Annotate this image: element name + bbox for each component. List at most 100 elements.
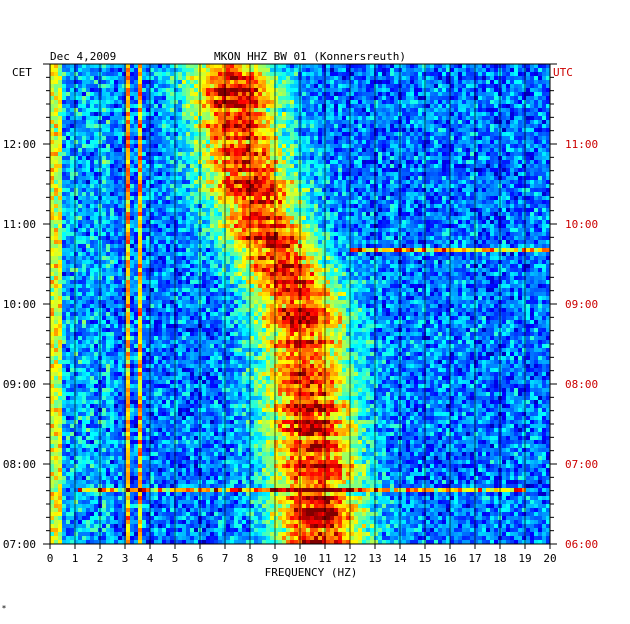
heatmap-cell bbox=[490, 204, 495, 209]
heatmap-cell bbox=[206, 128, 211, 133]
heatmap-cell bbox=[242, 112, 247, 117]
heatmap-cell bbox=[166, 164, 171, 169]
heatmap-cell bbox=[342, 180, 347, 185]
heatmap-cell bbox=[410, 172, 415, 177]
heatmap-cell bbox=[542, 212, 547, 217]
heatmap-cell bbox=[478, 152, 483, 157]
heatmap-cell bbox=[318, 168, 323, 173]
heatmap-cell bbox=[358, 192, 363, 197]
heatmap-cell bbox=[194, 216, 199, 221]
heatmap-cell bbox=[234, 216, 239, 221]
heatmap-cell bbox=[86, 216, 91, 221]
heatmap-cell bbox=[434, 144, 439, 149]
heatmap-cell bbox=[458, 136, 463, 141]
heatmap-cell bbox=[458, 108, 463, 113]
heatmap-cell bbox=[542, 116, 547, 121]
heatmap-cell bbox=[486, 76, 491, 81]
heatmap-cell bbox=[222, 68, 227, 73]
heatmap-cell bbox=[50, 212, 55, 217]
heatmap-cell bbox=[194, 132, 199, 137]
heatmap-cell bbox=[250, 152, 255, 157]
heatmap-cell bbox=[514, 72, 519, 77]
heatmap-cell bbox=[50, 96, 55, 101]
heatmap-cell bbox=[378, 96, 383, 101]
heatmap-cell bbox=[526, 128, 531, 133]
heatmap-cell bbox=[290, 168, 295, 173]
heatmap-cell bbox=[234, 152, 239, 157]
heatmap-cell bbox=[54, 100, 59, 105]
heatmap-cell bbox=[330, 100, 335, 105]
heatmap-cell bbox=[434, 148, 439, 153]
heatmap-cell bbox=[218, 204, 223, 209]
heatmap-cell bbox=[442, 112, 447, 117]
heatmap-cell bbox=[206, 184, 211, 189]
heatmap-cell bbox=[482, 92, 487, 97]
heatmap-cell bbox=[430, 64, 435, 69]
heatmap-cell bbox=[250, 84, 255, 89]
heatmap-cell bbox=[246, 180, 251, 185]
heatmap-cell bbox=[318, 172, 323, 177]
heatmap-cell bbox=[314, 128, 319, 133]
heatmap-cell bbox=[510, 136, 515, 141]
heatmap-cell bbox=[390, 80, 395, 85]
heatmap-cell bbox=[538, 148, 543, 153]
heatmap-cell bbox=[442, 216, 447, 221]
heatmap-cell bbox=[182, 200, 187, 205]
heatmap-cell bbox=[58, 148, 63, 153]
heatmap-cell bbox=[78, 164, 83, 169]
heatmap-cell bbox=[54, 212, 59, 217]
heatmap-cell bbox=[418, 108, 423, 113]
heatmap-cell bbox=[158, 200, 163, 205]
heatmap-cell bbox=[338, 72, 343, 77]
heatmap-cell bbox=[50, 128, 55, 133]
heatmap-cell bbox=[54, 124, 59, 129]
heatmap-cell bbox=[246, 144, 251, 149]
heatmap-cell bbox=[378, 184, 383, 189]
heatmap-cell bbox=[402, 184, 407, 189]
heatmap-cell bbox=[86, 144, 91, 149]
heatmap-cell bbox=[194, 208, 199, 213]
heatmap-cell bbox=[526, 84, 531, 89]
heatmap-cell bbox=[130, 108, 135, 113]
heatmap-cell bbox=[166, 220, 171, 225]
heatmap-cell bbox=[78, 120, 83, 125]
heatmap-cell bbox=[326, 152, 331, 157]
heatmap-cell bbox=[118, 188, 123, 193]
heatmap-cell bbox=[210, 192, 215, 197]
heatmap-cell bbox=[478, 212, 483, 217]
heatmap-cell bbox=[94, 80, 99, 85]
heatmap-cell bbox=[354, 64, 359, 69]
heatmap-cell bbox=[246, 136, 251, 141]
heatmap-cell bbox=[166, 140, 171, 145]
heatmap-cell bbox=[506, 196, 511, 201]
heatmap-cell bbox=[70, 108, 75, 113]
heatmap-cell bbox=[482, 176, 487, 181]
heatmap-cell bbox=[450, 192, 455, 197]
heatmap-cell bbox=[530, 212, 535, 217]
heatmap-cell bbox=[450, 136, 455, 141]
heatmap-cell bbox=[362, 220, 367, 225]
heatmap-cell bbox=[106, 188, 111, 193]
heatmap-cell bbox=[510, 160, 515, 165]
heatmap-cell bbox=[238, 200, 243, 205]
heatmap-cell bbox=[474, 80, 479, 85]
heatmap-cell bbox=[502, 108, 507, 113]
heatmap-cell bbox=[102, 148, 107, 153]
heatmap-cell bbox=[290, 124, 295, 129]
heatmap-cell bbox=[206, 88, 211, 93]
heatmap-cell bbox=[70, 80, 75, 85]
heatmap-cell bbox=[246, 116, 251, 121]
heatmap-cell bbox=[66, 140, 71, 145]
heatmap-cell bbox=[294, 136, 299, 141]
heatmap-cell bbox=[250, 132, 255, 137]
heatmap-cell bbox=[218, 180, 223, 185]
heatmap-cell bbox=[510, 212, 515, 217]
heatmap-cell bbox=[158, 212, 163, 217]
heatmap-cell bbox=[438, 216, 443, 221]
heatmap-cell bbox=[66, 80, 71, 85]
heatmap-cell bbox=[218, 160, 223, 165]
heatmap-cell bbox=[206, 176, 211, 181]
heatmap-cell bbox=[534, 128, 539, 133]
heatmap-cell bbox=[190, 176, 195, 181]
heatmap-cell bbox=[542, 192, 547, 197]
